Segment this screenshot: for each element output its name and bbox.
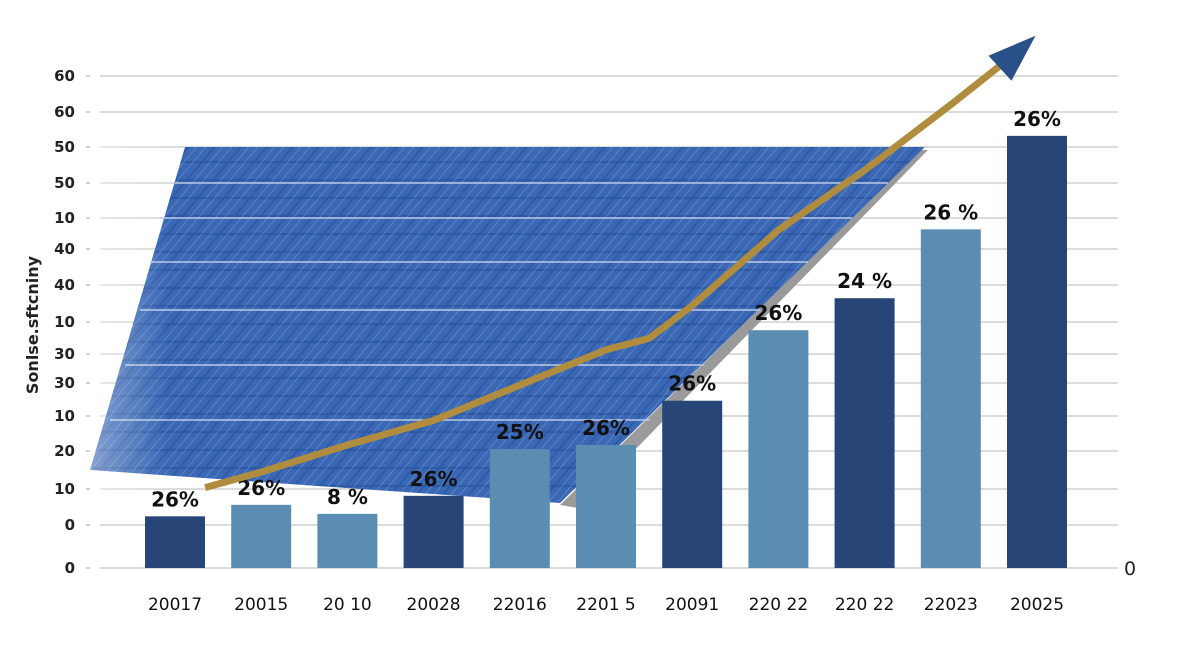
y-tick-label: 30 — [54, 374, 75, 392]
data-label: 26% — [582, 416, 630, 440]
bar — [576, 445, 636, 568]
data-label: 8 % — [327, 485, 368, 509]
bar — [662, 400, 723, 568]
x-tick-label: 2201 5 — [576, 595, 635, 615]
x-tick-label: 22016 — [493, 595, 547, 615]
x-tick-label: 20 10 — [323, 595, 372, 615]
right-axis-label: 0 — [1124, 558, 1136, 580]
data-label: 24 % — [837, 269, 892, 293]
y-tick-label: 50 — [54, 174, 75, 192]
bar — [748, 330, 809, 568]
bar — [1007, 135, 1067, 569]
y-tick-label: 40 — [54, 240, 75, 258]
x-tick-label: 20015 — [234, 595, 288, 615]
data-label: 26 % — [923, 200, 978, 224]
solar-panel-image — [0, 140, 928, 520]
data-label: 26% — [410, 467, 458, 491]
x-tick-label: 22023 — [924, 595, 978, 615]
bar — [834, 298, 895, 568]
y-tick-label: 20 — [54, 442, 75, 460]
y-tick-label: 30 — [54, 345, 75, 363]
y-axis-label: Sonlse.sftcniny — [23, 255, 42, 394]
bar — [231, 504, 292, 568]
x-tick-label: 20025 — [1010, 595, 1064, 615]
trend-arrow-head-icon — [988, 35, 1036, 81]
y-tick-label: 10 — [54, 313, 75, 331]
y-tick-label: 10 — [54, 209, 75, 227]
y-tick-label: 10 — [54, 407, 75, 425]
y-tick-label: 60 — [54, 67, 75, 85]
y-tick-label: 10 — [54, 480, 75, 498]
data-label: 26% — [1013, 107, 1061, 131]
bar — [403, 495, 464, 568]
bar — [317, 513, 378, 568]
y-tick-label: 0 — [65, 516, 75, 534]
x-tick-label: 20091 — [665, 595, 719, 615]
y-tick-label: 0 — [65, 559, 75, 577]
x-tick-label: 20028 — [407, 595, 461, 615]
trend-line — [204, 60, 1005, 492]
data-label: 26% — [151, 487, 199, 511]
bar — [489, 449, 550, 568]
y-tick-label: 50 — [54, 138, 75, 156]
bar — [920, 229, 981, 568]
y-tick-label: 60 — [54, 103, 75, 121]
x-tick-label: 20017 — [148, 595, 202, 615]
x-tick-label: 220 22 — [749, 595, 808, 615]
y-tick-label: 40 — [54, 276, 75, 294]
bar — [145, 516, 205, 568]
data-label: 25% — [496, 420, 544, 444]
data-label: 26% — [668, 372, 716, 396]
data-label: 26% — [754, 301, 802, 325]
x-tick-label: 220 22 — [835, 595, 894, 615]
